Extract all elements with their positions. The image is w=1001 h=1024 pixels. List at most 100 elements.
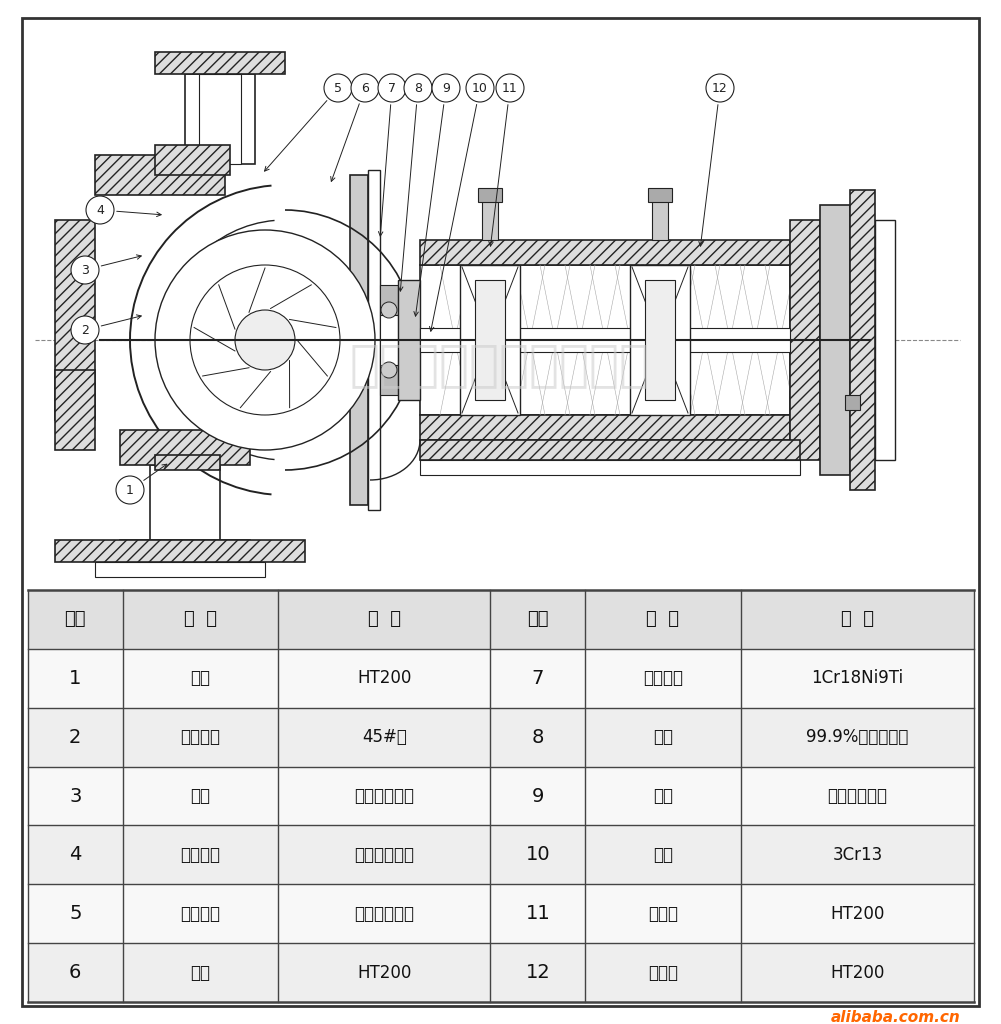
Text: 序号: 序号	[64, 610, 86, 629]
Bar	[350, 175, 368, 505]
Bar	[420, 240, 790, 265]
Circle shape	[116, 476, 144, 504]
Bar	[652, 195, 668, 240]
Text: 4: 4	[69, 846, 81, 864]
Circle shape	[86, 196, 114, 224]
Text: 聚全氟乙丙烯: 聚全氟乙丙烯	[354, 905, 414, 923]
Bar	[380, 315, 398, 365]
Bar	[28, 825, 974, 885]
Bar	[478, 188, 502, 202]
Text: 泵体: 泵体	[190, 670, 210, 687]
Text: 7: 7	[388, 82, 396, 94]
Text: 99.9%氧化铝陶瓷: 99.9%氧化铝陶瓷	[806, 728, 909, 746]
Circle shape	[155, 230, 375, 450]
Text: 3: 3	[81, 263, 89, 276]
Text: 2: 2	[81, 324, 89, 337]
Circle shape	[432, 74, 460, 102]
Text: HT200: HT200	[357, 964, 411, 982]
Bar	[150, 465, 220, 545]
Bar	[482, 195, 498, 240]
Text: 机封压盖: 机封压盖	[643, 670, 683, 687]
Text: 联轴器: 联轴器	[648, 964, 678, 982]
Bar	[28, 590, 974, 649]
Text: 泵盖: 泵盖	[190, 964, 210, 982]
Bar	[380, 365, 398, 395]
Text: 10: 10	[526, 846, 551, 864]
Text: 材  料: 材 料	[367, 610, 400, 629]
Text: alibaba.com.cn: alibaba.com.cn	[830, 1010, 960, 1024]
Circle shape	[706, 74, 734, 102]
Circle shape	[71, 256, 99, 284]
Text: 8: 8	[532, 728, 544, 746]
Bar	[475, 280, 505, 400]
Bar	[28, 649, 974, 708]
Text: 7: 7	[532, 669, 544, 688]
Text: 静环: 静环	[653, 728, 673, 746]
Circle shape	[404, 74, 432, 102]
Bar	[648, 188, 672, 202]
Text: 聚全氟乙丙烯: 聚全氟乙丙烯	[354, 787, 414, 805]
Bar	[55, 220, 95, 420]
Bar	[55, 370, 95, 450]
Text: 泵体衬里: 泵体衬里	[180, 846, 220, 864]
Bar	[95, 562, 265, 577]
Text: 聚全氟乙丙烯: 聚全氟乙丙烯	[354, 846, 414, 864]
Circle shape	[235, 310, 295, 370]
Circle shape	[381, 302, 397, 318]
Text: 12: 12	[712, 82, 728, 94]
Bar	[368, 170, 380, 510]
Circle shape	[466, 74, 494, 102]
Text: HT200: HT200	[830, 905, 885, 923]
Text: 6: 6	[361, 82, 369, 94]
Circle shape	[324, 74, 352, 102]
Text: 1Cr18Ni9Ti: 1Cr18Ni9Ti	[811, 670, 903, 687]
Bar	[199, 74, 241, 164]
Text: 杭州景翰泵阀有限公司: 杭州景翰泵阀有限公司	[350, 341, 650, 389]
Bar	[875, 220, 895, 460]
Bar	[630, 265, 690, 415]
Circle shape	[190, 265, 340, 415]
Text: 6: 6	[69, 963, 81, 982]
Bar	[820, 205, 850, 475]
Text: 9: 9	[442, 82, 449, 94]
Bar	[185, 74, 255, 164]
Bar	[398, 280, 420, 400]
Circle shape	[496, 74, 524, 102]
Bar	[420, 460, 800, 475]
Text: 8: 8	[414, 82, 422, 94]
Text: 12: 12	[526, 963, 551, 982]
Text: 5: 5	[69, 904, 81, 924]
Text: 叶轮: 叶轮	[190, 787, 210, 805]
Bar	[420, 265, 790, 415]
Bar	[28, 708, 974, 767]
Bar	[420, 415, 790, 440]
Text: HT200: HT200	[830, 964, 885, 982]
Text: 9: 9	[532, 786, 544, 806]
Text: 45#钢: 45#钢	[362, 728, 406, 746]
Text: 1: 1	[126, 483, 134, 497]
Bar	[420, 440, 800, 460]
Bar	[120, 430, 250, 465]
Bar	[28, 767, 974, 825]
Text: 材  料: 材 料	[841, 610, 874, 629]
Bar	[790, 220, 820, 460]
Text: 1: 1	[69, 669, 81, 688]
Circle shape	[351, 74, 379, 102]
Bar	[155, 52, 285, 74]
Bar	[155, 455, 220, 470]
Text: 4: 4	[96, 204, 104, 216]
Text: 泵轴: 泵轴	[653, 846, 673, 864]
Text: 3: 3	[69, 786, 81, 806]
Bar	[120, 540, 250, 562]
Text: 叶轮骨架: 叶轮骨架	[180, 728, 220, 746]
Bar	[380, 285, 398, 315]
Text: 10: 10	[472, 82, 487, 94]
Circle shape	[381, 362, 397, 378]
Text: 泵盖衬里: 泵盖衬里	[180, 905, 220, 923]
Text: 2: 2	[69, 728, 81, 746]
Bar	[645, 280, 675, 400]
Bar	[55, 540, 305, 562]
Bar	[845, 395, 860, 410]
Text: 轴承体: 轴承体	[648, 905, 678, 923]
Text: 名  称: 名 称	[647, 610, 680, 629]
